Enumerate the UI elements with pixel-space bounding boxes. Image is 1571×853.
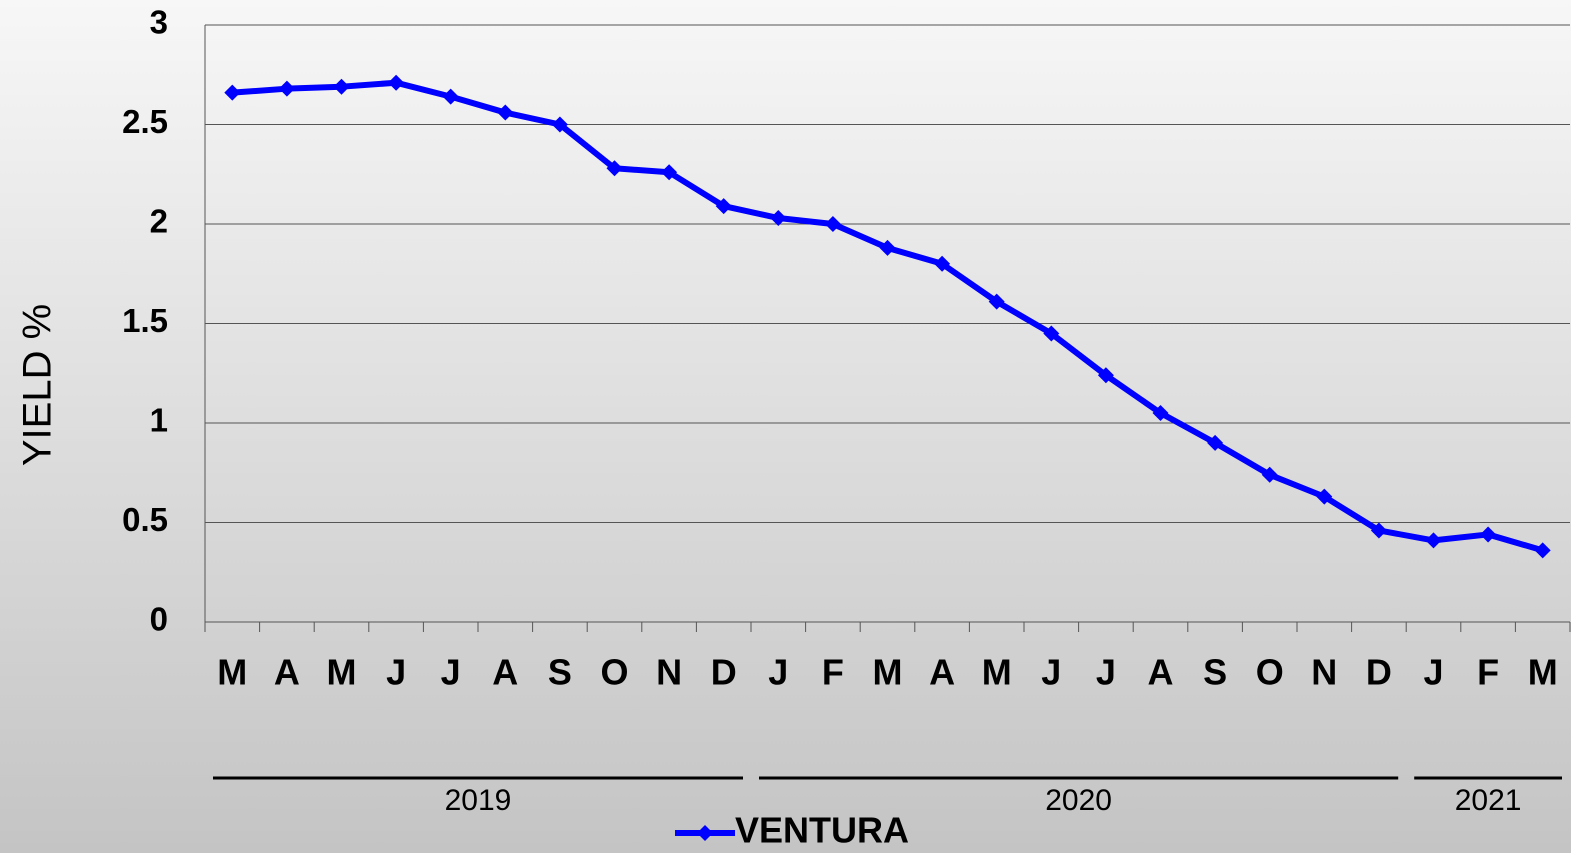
x-tick-label: A	[492, 652, 518, 693]
marker	[715, 198, 732, 215]
x-tick-label: M	[1528, 652, 1558, 693]
marker	[661, 164, 678, 181]
marker	[879, 239, 896, 256]
x-tick-label: M	[982, 652, 1012, 693]
marker	[1480, 526, 1497, 543]
y-tick-label: 1	[150, 402, 168, 439]
x-tick-label: D	[1366, 652, 1392, 693]
marker	[1370, 522, 1387, 539]
x-tick-label: J	[1423, 652, 1443, 693]
marker	[1425, 532, 1442, 549]
marker	[278, 80, 295, 97]
year-label: 2021	[1455, 784, 1522, 817]
x-tick-label: J	[1041, 652, 1061, 693]
marker	[1097, 367, 1114, 384]
marker	[388, 74, 405, 91]
marker	[770, 210, 787, 227]
legend-marker	[697, 825, 713, 841]
line	[232, 79, 1544, 554]
marker	[1316, 488, 1333, 505]
y-tick-label: 1.5	[122, 302, 168, 339]
x-tick-label: A	[274, 652, 300, 693]
x-tick-label: A	[929, 652, 955, 693]
marker	[988, 293, 1005, 310]
marker	[824, 216, 841, 232]
y-axis-label: YIELD %	[16, 304, 60, 466]
x-tick-label: M	[327, 652, 357, 693]
x-tick-label: S	[1203, 652, 1227, 693]
y-tick-label: 3	[150, 4, 168, 41]
year-label: 2019	[445, 784, 512, 817]
x-tick-label: M	[873, 652, 903, 693]
marker	[333, 78, 350, 95]
marker	[442, 88, 459, 105]
marker	[551, 116, 568, 133]
y-tick-label: 2.5	[122, 103, 168, 140]
marker	[224, 84, 241, 101]
x-tick-label: J	[768, 652, 788, 693]
x-tick-label: F	[1477, 652, 1499, 693]
x-tick-label: N	[1311, 652, 1337, 693]
x-tick-label: M	[217, 652, 247, 693]
marker	[1207, 434, 1224, 451]
marker	[1043, 325, 1060, 342]
x-tick-label: N	[656, 652, 682, 693]
year-label: 2020	[1045, 784, 1112, 817]
x-tick-label: A	[1148, 652, 1174, 693]
marker	[1534, 542, 1551, 559]
x-tick-label: J	[441, 652, 461, 693]
x-tick-label: O	[600, 652, 628, 693]
y-tick-label: 2	[150, 203, 168, 240]
x-tick-label: S	[548, 652, 572, 693]
y-tick-label: 0	[150, 601, 168, 638]
x-tick-label: J	[1096, 652, 1116, 693]
y-tick-label: 0.5	[122, 501, 168, 538]
marker	[606, 160, 623, 177]
legend-label: VENTURA	[735, 810, 909, 851]
marker	[934, 255, 951, 272]
marker	[497, 104, 514, 121]
x-tick-label: O	[1256, 652, 1284, 693]
marker	[1261, 466, 1278, 483]
marker	[1152, 405, 1169, 422]
x-tick-label: D	[711, 652, 737, 693]
x-tick-label: F	[822, 652, 844, 693]
x-tick-label: J	[386, 652, 406, 693]
